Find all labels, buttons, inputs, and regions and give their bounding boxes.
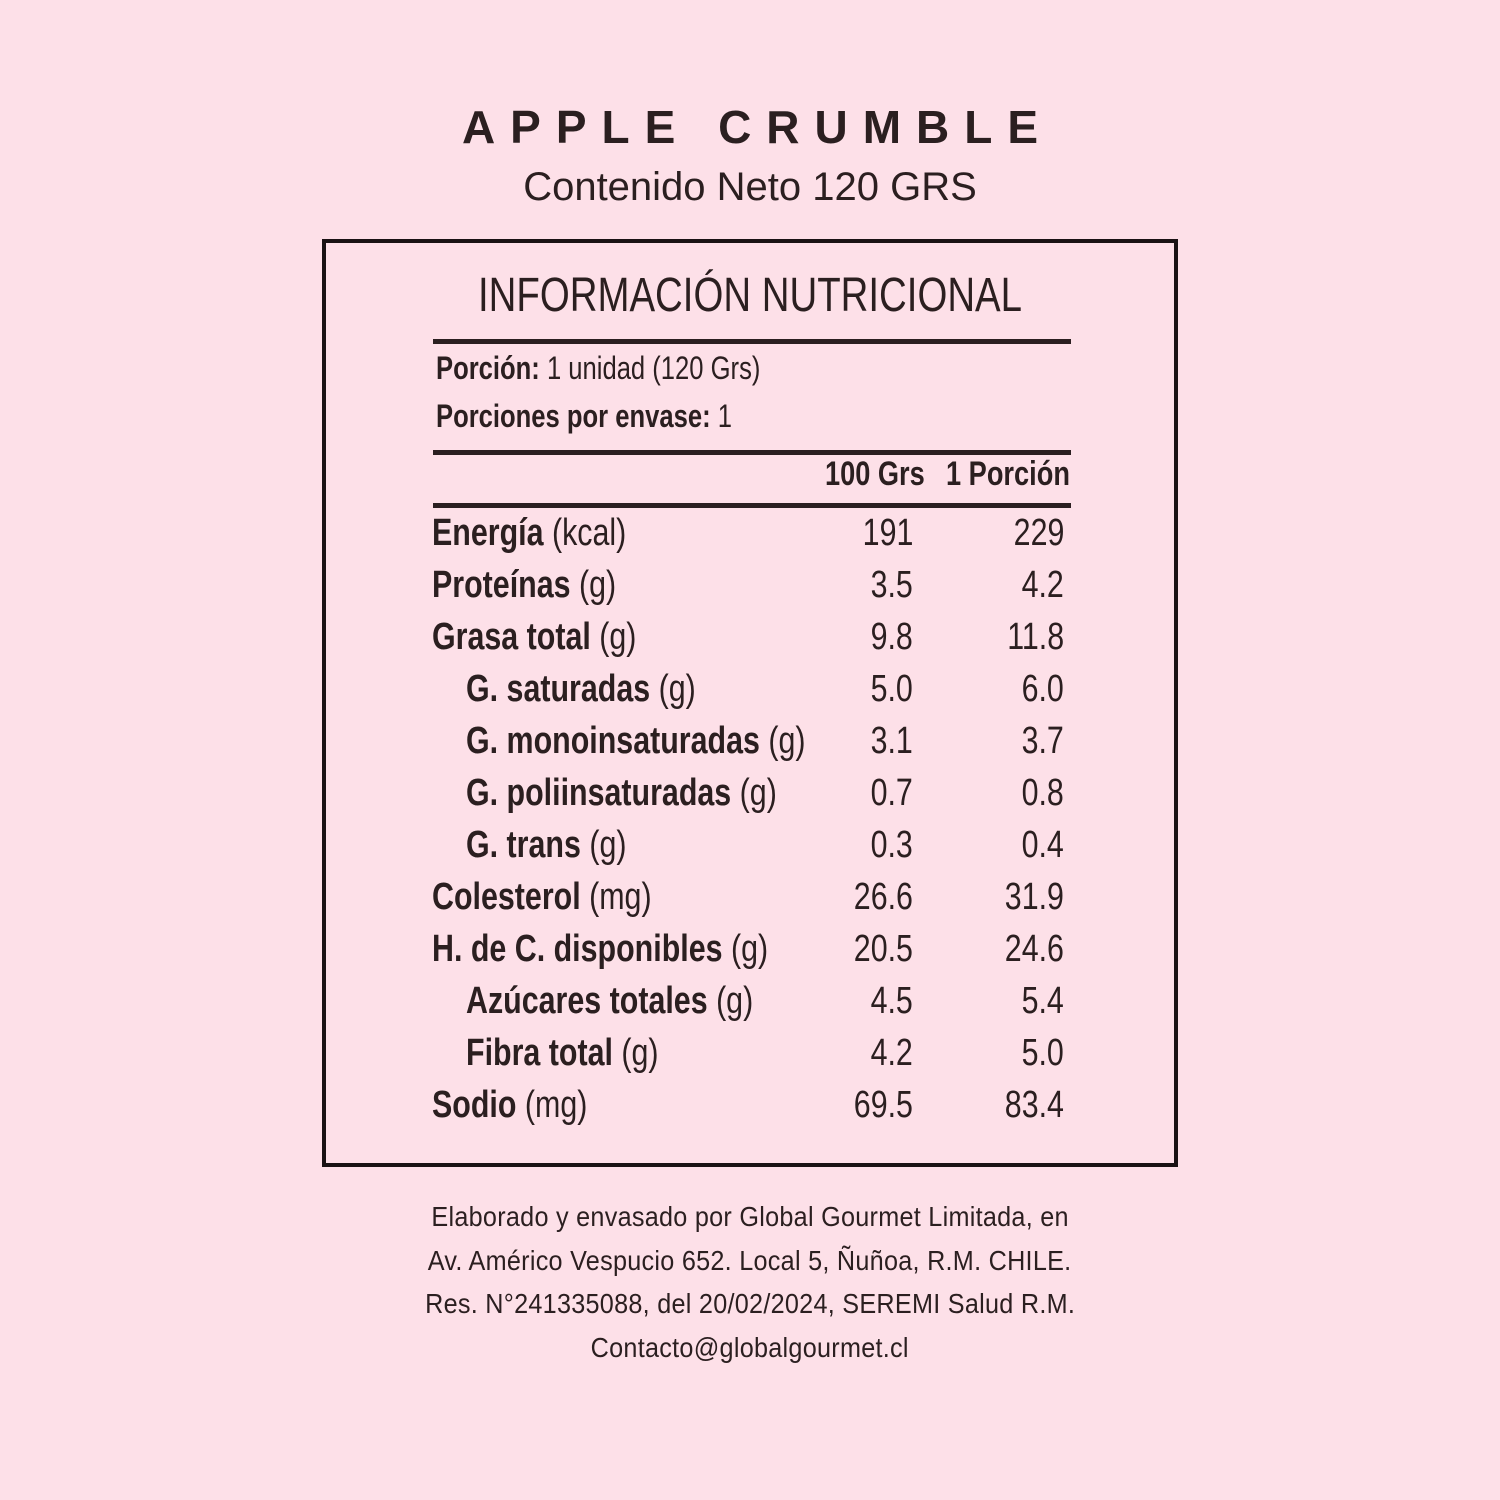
value-per-portion: 31.9 [1004, 876, 1064, 918]
nutrient-label: G. saturadas (g) [466, 668, 696, 710]
nutrient-row: G. saturadas (g) 5.0 6.0 [0, 668, 1500, 718]
value-per-100g: 3.1 [870, 720, 913, 762]
value-per-100g: 0.3 [870, 824, 913, 866]
nutrient-label: Sodio (mg) [432, 1084, 588, 1126]
nutrient-row: Colesterol (mg) 26.6 31.9 [0, 876, 1500, 926]
column-header-100g: 100 Grs [825, 455, 925, 493]
nutrient-row: Azúcares totales (g) 4.5 5.4 [0, 980, 1500, 1030]
nutrient-row: H. de C. disponibles (g) 20.5 24.6 [0, 928, 1500, 978]
nutrient-row: Proteínas (g) 3.5 4.2 [0, 564, 1500, 614]
nutrient-row: Energía (kcal) 191 229 [0, 512, 1500, 562]
nutrient-label: Energía (kcal) [432, 512, 627, 554]
nutrient-label: Azúcares totales (g) [466, 980, 754, 1022]
nutrient-row: G. monoinsaturadas (g) 3.1 3.7 [0, 720, 1500, 770]
nutrient-row: G. trans (g) 0.3 0.4 [0, 824, 1500, 874]
value-per-100g: 9.8 [870, 616, 913, 658]
value-per-portion: 5.4 [1021, 980, 1064, 1022]
value-per-portion: 11.8 [1007, 616, 1064, 658]
nutrition-box [322, 239, 1178, 1167]
value-per-portion: 229 [1013, 512, 1064, 554]
portion-info: Porción: 1 unidad (120 Grs) [436, 350, 761, 386]
nutrient-label: H. de C. disponibles (g) [432, 928, 769, 970]
footer-line: Res. N°241335088, del 20/02/2024, SEREMI… [424, 1288, 1076, 1319]
nutrient-label: G. poliinsaturadas (g) [466, 772, 777, 814]
footer-line: Contacto@globalgourmet.cl [590, 1331, 910, 1363]
value-per-portion: 0.8 [1021, 772, 1064, 814]
nutrient-label: Proteínas (g) [432, 564, 617, 606]
divider [433, 339, 1071, 344]
value-per-100g: 191 [862, 512, 913, 554]
value-per-100g: 0.7 [870, 772, 913, 814]
portions-per-package: Porciones por envase: 1 [436, 398, 732, 434]
divider [433, 503, 1071, 508]
value-per-portion: 83.4 [1004, 1084, 1064, 1126]
value-per-100g: 26.6 [853, 876, 913, 918]
nutrient-label: G. monoinsaturadas (g) [466, 720, 806, 762]
net-content: Contenido Neto 120 GRS [523, 165, 977, 209]
nutrient-label: Grasa total (g) [432, 616, 637, 658]
value-per-portion: 3.7 [1021, 720, 1064, 762]
nutrient-label: G. trans (g) [466, 824, 627, 866]
nutrient-row: Sodio (mg) 69.5 83.4 [0, 1084, 1500, 1134]
value-per-portion: 0.4 [1021, 824, 1064, 866]
value-per-100g: 20.5 [853, 928, 913, 970]
nutrient-label: Fibra total (g) [466, 1032, 659, 1074]
nutrient-row: G. poliinsaturadas (g) 0.7 0.8 [0, 772, 1500, 822]
nutrient-label: Colesterol (mg) [432, 876, 652, 918]
product-name: APPLE CRUMBLE [461, 101, 1054, 153]
value-per-portion: 6.0 [1021, 668, 1064, 710]
value-per-100g: 69.5 [853, 1084, 913, 1126]
nutrient-row: Fibra total (g) 4.2 5.0 [0, 1032, 1500, 1082]
footer-line: Elaborado y envasado por Global Gourmet … [431, 1201, 1069, 1232]
value-per-100g: 3.5 [870, 564, 913, 606]
value-per-portion: 5.0 [1021, 1032, 1064, 1074]
value-per-100g: 5.0 [870, 668, 913, 710]
column-header-portion: 1 Porción [946, 455, 1070, 493]
value-per-portion: 24.6 [1004, 928, 1064, 970]
value-per-portion: 4.2 [1021, 564, 1064, 606]
nutrient-row: Grasa total (g) 9.8 11.8 [0, 616, 1500, 666]
nutrition-title: INFORMACIÓN NUTRICIONAL [477, 269, 1022, 322]
value-per-100g: 4.5 [870, 980, 913, 1022]
divider [433, 450, 1071, 455]
value-per-100g: 4.2 [870, 1032, 913, 1074]
footer-line: Av. Américo Vespucio 652. Local 5, Ñuñoa… [428, 1244, 1072, 1276]
